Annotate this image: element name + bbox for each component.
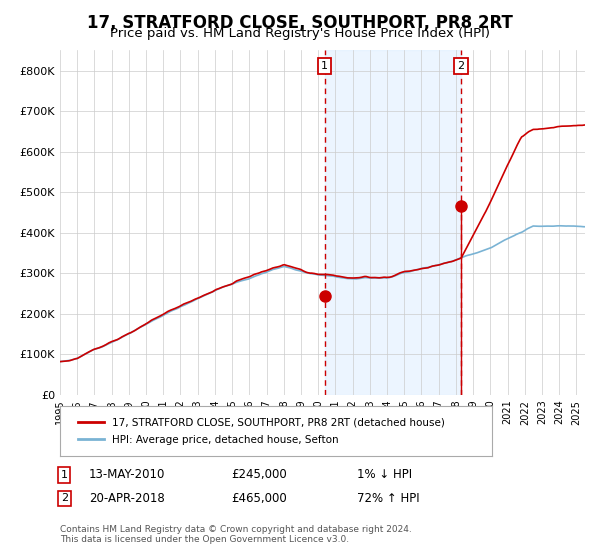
Text: 2: 2 (458, 61, 464, 71)
Text: 1: 1 (321, 61, 328, 71)
Text: £245,000: £245,000 (231, 468, 287, 482)
Text: 72% ↑ HPI: 72% ↑ HPI (357, 492, 419, 505)
Text: 1: 1 (61, 470, 68, 480)
Text: 13-MAY-2010: 13-MAY-2010 (89, 468, 165, 482)
Legend: 17, STRATFORD CLOSE, SOUTHPORT, PR8 2RT (detached house), HPI: Average price, de: 17, STRATFORD CLOSE, SOUTHPORT, PR8 2RT … (74, 413, 449, 449)
Text: 1% ↓ HPI: 1% ↓ HPI (357, 468, 412, 482)
Text: Price paid vs. HM Land Registry's House Price Index (HPI): Price paid vs. HM Land Registry's House … (110, 27, 490, 40)
Bar (325, 50, 461, 395)
Text: 2: 2 (61, 493, 68, 503)
Text: 17, STRATFORD CLOSE, SOUTHPORT, PR8 2RT: 17, STRATFORD CLOSE, SOUTHPORT, PR8 2RT (87, 14, 513, 32)
Text: £465,000: £465,000 (231, 492, 287, 505)
Text: 20-APR-2018: 20-APR-2018 (89, 492, 164, 505)
Text: Contains HM Land Registry data © Crown copyright and database right 2024.
This d: Contains HM Land Registry data © Crown c… (60, 525, 412, 544)
